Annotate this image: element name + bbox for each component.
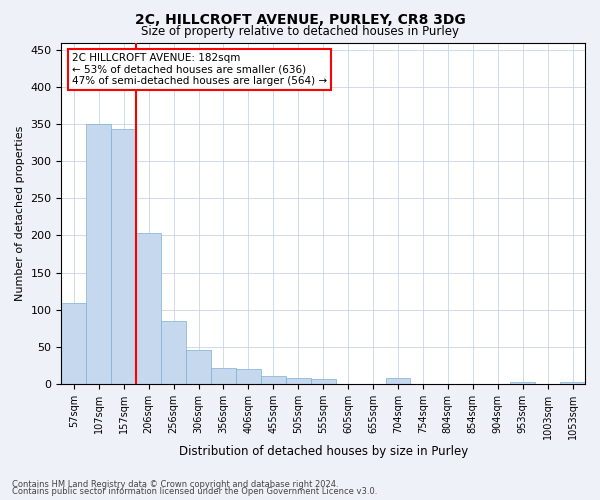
Bar <box>311 378 335 384</box>
Bar <box>211 368 236 384</box>
Bar <box>186 350 211 384</box>
Bar <box>261 376 286 384</box>
Bar <box>86 124 111 384</box>
Text: Contains public sector information licensed under the Open Government Licence v3: Contains public sector information licen… <box>12 488 377 496</box>
Text: Size of property relative to detached houses in Purley: Size of property relative to detached ho… <box>141 25 459 38</box>
Text: 2C, HILLCROFT AVENUE, PURLEY, CR8 3DG: 2C, HILLCROFT AVENUE, PURLEY, CR8 3DG <box>134 12 466 26</box>
Bar <box>161 321 186 384</box>
Bar <box>236 369 261 384</box>
Bar <box>136 233 161 384</box>
Bar <box>386 378 410 384</box>
Bar <box>286 378 311 384</box>
Text: Contains HM Land Registry data © Crown copyright and database right 2024.: Contains HM Land Registry data © Crown c… <box>12 480 338 489</box>
Bar <box>560 382 585 384</box>
X-axis label: Distribution of detached houses by size in Purley: Distribution of detached houses by size … <box>179 444 468 458</box>
Text: 2C HILLCROFT AVENUE: 182sqm
← 53% of detached houses are smaller (636)
47% of se: 2C HILLCROFT AVENUE: 182sqm ← 53% of det… <box>72 52 327 86</box>
Bar <box>510 382 535 384</box>
Y-axis label: Number of detached properties: Number of detached properties <box>15 126 25 301</box>
Bar <box>61 303 86 384</box>
Bar <box>111 130 136 384</box>
